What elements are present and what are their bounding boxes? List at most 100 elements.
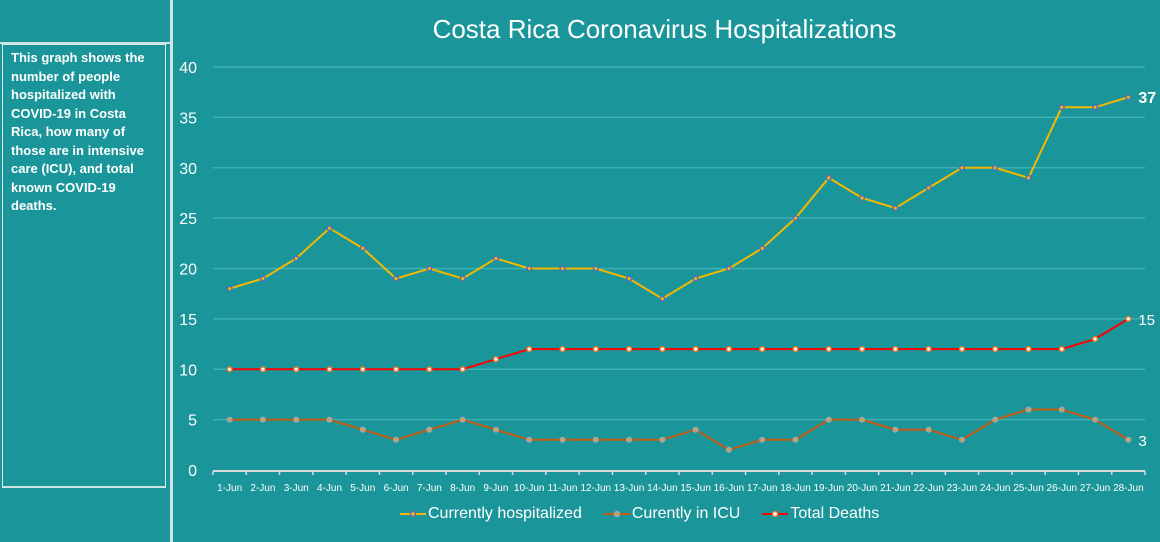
x-tick-label: 18-Jun (780, 483, 811, 494)
data-point (825, 174, 832, 181)
data-point (259, 416, 266, 423)
data-point (526, 436, 533, 443)
data-point (459, 366, 466, 373)
x-tick-label: 27-Jun (1080, 483, 1111, 494)
data-point (1058, 406, 1065, 413)
data-point (592, 265, 599, 272)
data-point (825, 346, 832, 353)
y-tick-label: 40 (179, 60, 197, 77)
x-tick-label: 3-Jun (284, 483, 309, 494)
x-tick-label: 13-Jun (614, 483, 645, 494)
x-tick-label: 28-Jun (1113, 483, 1144, 494)
data-point (725, 265, 732, 272)
data-point (925, 346, 932, 353)
data-point (759, 245, 766, 252)
data-point (492, 426, 499, 433)
data-point (692, 426, 699, 433)
data-point (359, 426, 366, 433)
x-tick-label: 1-Jun (217, 483, 242, 494)
data-point (259, 366, 266, 373)
left-panel-header (0, 0, 170, 44)
data-point (792, 215, 799, 222)
legend-item-hospitalized: Currently hospitalized (400, 505, 582, 523)
chart-area (172, 0, 1160, 542)
data-point (692, 346, 699, 353)
data-point (1025, 346, 1032, 353)
y-tick-label: 35 (179, 110, 197, 127)
x-tick-label: 20-Jun (847, 483, 878, 494)
y-tick-label: 25 (179, 211, 197, 228)
data-point (326, 416, 333, 423)
data-point (659, 436, 666, 443)
data-point (326, 225, 333, 232)
data-label: 15 (1138, 312, 1155, 329)
data-point (526, 265, 533, 272)
data-point (659, 346, 666, 353)
x-tick-label: 9-Jun (483, 483, 508, 494)
data-point (759, 346, 766, 353)
legend-swatch (762, 510, 789, 518)
x-tick-label: 4-Jun (317, 483, 342, 494)
left-panel: This graph shows the number of people ho… (0, 0, 172, 542)
y-tick-label: 10 (179, 362, 197, 379)
x-tick-label: 24-Jun (980, 483, 1011, 494)
data-point (792, 436, 799, 443)
x-tick-label: 11-Jun (548, 483, 578, 494)
data-point (958, 164, 965, 171)
x-tick-label: 22-Jun (913, 483, 944, 494)
data-point (958, 436, 965, 443)
data-point (859, 416, 866, 423)
x-tick-label: 6-Jun (384, 483, 409, 494)
data-point (925, 426, 932, 433)
legend-swatch (603, 510, 630, 518)
data-point (792, 346, 799, 353)
legend-item-deaths: Total Deaths (762, 505, 879, 523)
legend-swatch (400, 510, 426, 518)
data-point (492, 356, 499, 363)
y-tick-label: 15 (179, 312, 197, 329)
data-point (626, 436, 633, 443)
data-point (925, 184, 932, 191)
x-tick-label: 10-Jun (514, 483, 545, 494)
x-tick-label: 15-Jun (680, 483, 711, 494)
data-point (293, 255, 300, 262)
data-point (992, 346, 999, 353)
x-tick-label: 16-Jun (714, 483, 745, 494)
data-point (592, 346, 599, 353)
data-point (725, 346, 732, 353)
chart-title: Costa Rica Coronavirus Hospitalizations (432, 14, 897, 44)
data-point (259, 275, 266, 282)
data-point (1092, 335, 1099, 343)
data-point (859, 194, 866, 202)
data-point (992, 416, 999, 423)
data-point (393, 366, 400, 373)
x-tick-label: 21-Jun (880, 483, 911, 494)
x-tick-label: 8-Jun (450, 483, 475, 494)
data-point (326, 366, 333, 373)
data-point (692, 275, 699, 282)
data-point (1025, 406, 1032, 413)
x-tick-label: 2-Jun (250, 483, 275, 494)
data-point (725, 446, 732, 453)
data-point (1092, 416, 1099, 423)
data-point (226, 285, 233, 292)
x-tick-label: 26-Jun (1046, 483, 1077, 494)
data-label: 37 (1138, 90, 1156, 107)
y-tick-label: 0 (188, 463, 197, 480)
data-point (892, 426, 899, 433)
data-point (859, 346, 866, 353)
data-point (1025, 174, 1032, 181)
data-point (359, 245, 366, 252)
data-point (426, 426, 433, 433)
data-point (293, 366, 300, 373)
x-tick-label: 19-Jun (813, 483, 844, 494)
x-tick-label: 12-Jun (580, 483, 611, 494)
data-point (426, 265, 433, 272)
chart-description: This graph shows the number of people ho… (2, 44, 166, 488)
series-line (229, 96, 1129, 300)
data-point (592, 436, 599, 443)
data-point (426, 366, 433, 373)
data-point (459, 275, 466, 282)
x-tick-label: 5-Jun (350, 483, 375, 494)
legend-item-icu: Curently in ICU (603, 505, 740, 523)
